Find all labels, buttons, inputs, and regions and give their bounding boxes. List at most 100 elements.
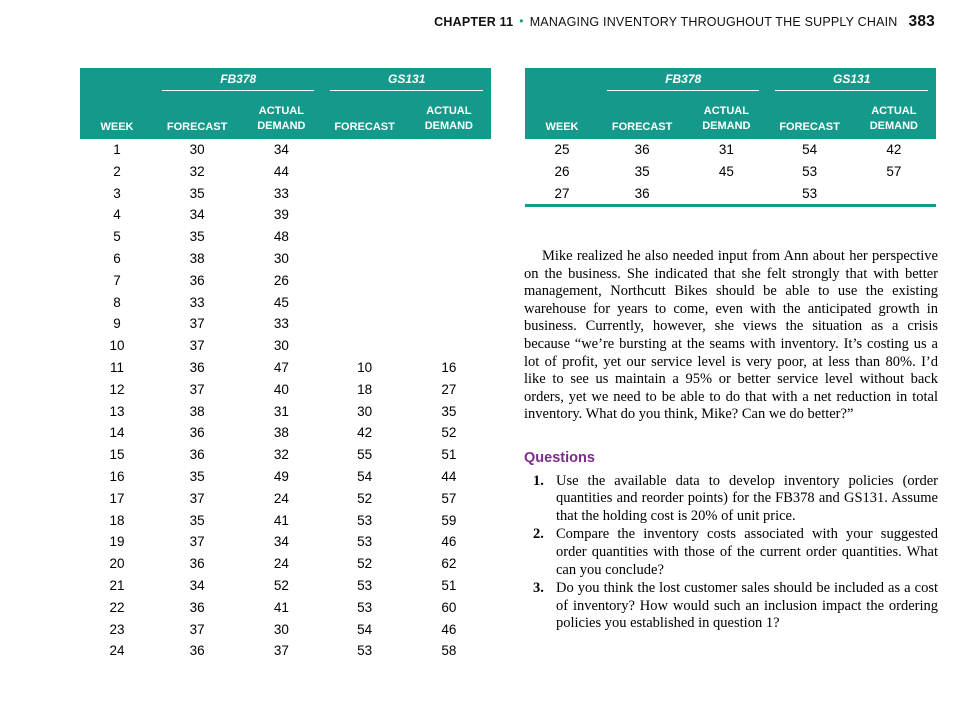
- col-fb378-forecast: FORECAST: [598, 95, 686, 139]
- table-cell: 1: [113, 142, 121, 157]
- table-cell: 58: [441, 643, 457, 659]
- table-row: 4 34 39: [80, 204, 491, 226]
- table-cell: 16: [441, 359, 457, 375]
- question-text: Use the available data to develop invent…: [556, 472, 938, 524]
- table-cell: 17: [109, 490, 125, 506]
- question-number: 2.: [533, 526, 544, 543]
- table-cell: 24: [273, 490, 289, 506]
- demand-table: FB378 GS131 WEEK FORECAST ACTUAL DEMAND …: [525, 68, 936, 208]
- chapter-label: CHAPTER 11: [434, 15, 514, 29]
- table-cell: 44: [441, 468, 457, 484]
- table-cell: [407, 270, 491, 292]
- table-cell: 40: [273, 381, 289, 397]
- question-item-2: 2. Compare the inventory costs associate…: [533, 526, 938, 579]
- demand-table: FB378 GS131 WEEK FORECAST ACTUAL DEMAND …: [80, 68, 491, 662]
- table-cell: 4: [113, 207, 121, 223]
- body-paragraph: Mike realized he also needed input from …: [524, 248, 938, 423]
- col-fb378-forecast: FORECAST: [153, 95, 241, 139]
- table-row: 7 36 26: [80, 270, 491, 292]
- table-row: 27 36 53: [525, 183, 936, 206]
- table-cell: 25: [554, 142, 570, 157]
- table-row: 24 36 37 53 58: [80, 640, 491, 662]
- table-cell: 8: [113, 294, 121, 310]
- table-cell: 36: [634, 185, 650, 201]
- table-cell: 9: [113, 316, 121, 332]
- page-number: 383: [908, 13, 935, 30]
- table-cell: 24: [273, 556, 289, 572]
- table-cell: 34: [273, 534, 289, 550]
- table-cell: 41: [273, 512, 289, 528]
- product-fb378-label: FB378: [161, 72, 315, 91]
- table-cell: 53: [802, 163, 818, 179]
- table-row: 21 34 52 53 51: [80, 575, 491, 597]
- col-actual-line: ACTUAL: [258, 105, 304, 118]
- table-cell: 45: [273, 294, 289, 310]
- table-cell: 36: [189, 447, 205, 463]
- table-cell: 38: [189, 403, 205, 419]
- table-cell: 36: [189, 425, 205, 441]
- table-cell: 36: [189, 599, 205, 615]
- table-row: 10 37 30: [80, 335, 491, 357]
- table-cell: 35: [441, 403, 457, 419]
- table-cell: 37: [189, 381, 205, 397]
- table-cell: 52: [273, 577, 289, 593]
- table-cell: 38: [189, 250, 205, 266]
- table-cell: 51: [441, 447, 457, 463]
- bullet-icon: •: [519, 14, 524, 28]
- table-cell: [407, 204, 491, 226]
- product-gs131-header: GS131: [767, 68, 936, 95]
- table-row: 6 38 30: [80, 248, 491, 270]
- table-cell: 36: [634, 142, 650, 157]
- table-row: 13 38 31 30 35: [80, 401, 491, 423]
- table-cell: 34: [189, 207, 205, 223]
- table-cell: 11: [109, 359, 124, 375]
- table-cell: 35: [634, 163, 650, 179]
- table-cell: 37: [189, 490, 205, 506]
- table-cell: 24: [109, 643, 125, 659]
- table-cell: 46: [441, 621, 457, 637]
- table-cell: 62: [441, 556, 457, 572]
- product-gs131-header: GS131: [322, 68, 491, 95]
- table-cell: 59: [441, 512, 457, 528]
- table-cell: 30: [273, 621, 289, 637]
- table-cell: 36: [189, 272, 205, 288]
- product-fb378-header: FB378: [598, 68, 768, 95]
- table-cell: 16: [109, 468, 125, 484]
- table-row: 18 35 41 53 59: [80, 510, 491, 532]
- table-cell: 31: [273, 403, 289, 419]
- table-cell: 53: [357, 512, 373, 528]
- question-number: 3.: [533, 580, 544, 597]
- table-cell: 18: [357, 381, 373, 397]
- col-fb378-actual-demand: ACTUAL DEMAND: [685, 95, 768, 139]
- table-cell: 36: [189, 643, 205, 659]
- table-cell: [322, 204, 406, 226]
- table-cell: 52: [357, 490, 373, 506]
- col-week: WEEK: [525, 95, 599, 139]
- table-cell: 41: [273, 599, 289, 615]
- table-cell: 2: [113, 163, 121, 179]
- table-cell: 33: [273, 316, 289, 332]
- table-header: FB378 GS131 WEEK FORECAST ACTUAL DEMAND …: [525, 68, 936, 139]
- table-cell: 31: [718, 142, 734, 157]
- table-cell: 30: [189, 142, 205, 157]
- table-cell: [407, 139, 491, 161]
- table-cell: 15: [109, 447, 125, 463]
- table-row: 19 37 34 53 46: [80, 531, 491, 553]
- table-cell: [407, 161, 491, 183]
- table-cell: [407, 183, 491, 205]
- table-cell: 34: [189, 577, 205, 593]
- empty-header-cell: [80, 68, 154, 95]
- table-cell: 26: [554, 163, 570, 179]
- product-fb378-label: FB378: [606, 72, 760, 91]
- table-cell: 46: [441, 534, 457, 550]
- table-cell: [322, 313, 406, 335]
- table-cell: 6: [113, 250, 121, 266]
- product-gs131-label: GS131: [775, 72, 928, 91]
- table-cell: 37: [189, 316, 205, 332]
- running-head: CHAPTER 11 • MANAGING INVENTORY THROUGHO…: [434, 13, 935, 31]
- table-cell: [407, 292, 491, 314]
- col-actual-line: ACTUAL: [871, 105, 917, 118]
- table-cell: 48: [273, 229, 289, 245]
- table-cell: 44: [273, 163, 289, 179]
